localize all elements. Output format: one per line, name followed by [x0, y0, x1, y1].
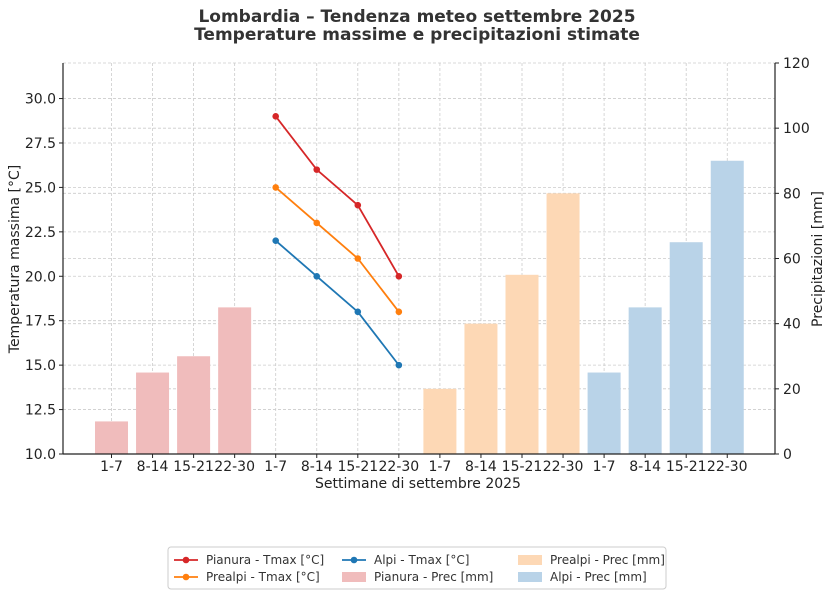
tick-label-x-5: 8-14 [301, 459, 333, 475]
tick-label-right-1: 20 [783, 382, 801, 398]
tick-label-x-15: 22-30 [707, 459, 748, 475]
tick-label-x-4: 1-7 [264, 459, 287, 475]
bar-0-2 [177, 356, 211, 454]
point-1-3 [395, 308, 403, 316]
point-0-0 [272, 113, 280, 120]
tick-label-left-6: 25.0 [25, 180, 56, 196]
tick-label-x-8: 1-7 [428, 459, 451, 475]
grid-layer [63, 62, 775, 455]
legend-label-2: Alpi - Tmax [°C] [374, 553, 469, 567]
bar-2-3 [710, 160, 744, 454]
tick-label-left-7: 27.5 [25, 136, 56, 152]
bar-1-2 [505, 274, 539, 454]
tick-label-left-3: 17.5 [25, 314, 56, 330]
legend-swatch-4 [518, 555, 542, 565]
tick-label-x-14: 15-21 [666, 459, 707, 475]
tick-label-x-7: 22-30 [379, 459, 420, 475]
tick-label-x-11: 22-30 [543, 459, 584, 475]
point-2-0 [272, 237, 280, 245]
tick-label-x-9: 8-14 [465, 459, 497, 475]
point-1-2 [354, 255, 362, 262]
bar-1-1 [464, 323, 498, 454]
point-2-2 [354, 308, 362, 316]
chart-subtitle: Temperature massime e precipitazioni sti… [194, 25, 640, 45]
series-line-2 [275, 240, 400, 366]
bar-1-0 [423, 388, 457, 454]
bars-layer [95, 160, 744, 455]
tick-label-x-10: 15-21 [502, 459, 543, 475]
legend-marker-1 [182, 573, 190, 581]
legend: Pianura - Tmax [°C] Prealpi - Tmax [°C] Al… [167, 546, 667, 590]
ticks-layer: 10.0 12.5 15.0 17.5 20.0 22.5 25.0 27.5 30.0 0 20 4… [25, 56, 810, 475]
legend-marker-0 [182, 556, 190, 564]
tick-label-right-4: 80 [783, 186, 801, 202]
bar-0-0 [95, 421, 128, 454]
point-1-1 [313, 219, 321, 227]
legend-label-1: Prealpi - Tmax [°C] [206, 570, 320, 584]
legend-label-0: Pianura - Tmax [°C] [206, 553, 324, 567]
y-axis-right-label: Precipitazioni [mm] [810, 191, 826, 327]
point-2-3 [395, 361, 403, 369]
tick-label-right-2: 40 [783, 317, 801, 333]
tick-label-right-0: 0 [783, 447, 792, 463]
point-0-1 [313, 166, 321, 173]
tick-label-x-0: 1-7 [100, 459, 123, 475]
bar-2-2 [669, 242, 703, 454]
legend-label-4: Prealpi - Prec [mm] [550, 553, 665, 567]
x-axis-label: Settimane di settembre 2025 [315, 476, 521, 492]
tick-label-left-4: 20.0 [25, 269, 56, 285]
tick-label-right-3: 60 [783, 252, 801, 268]
tick-label-x-1: 8-14 [137, 459, 169, 475]
tick-label-right-5: 100 [783, 121, 810, 137]
tick-label-x-3: 22-30 [214, 459, 255, 475]
series-line-0 [274, 115, 400, 277]
bar-2-1 [628, 307, 662, 454]
legend-marker-2 [350, 556, 358, 564]
y-axis-left-label: Temperatura massima [°C] [7, 165, 23, 354]
legend-label-5: Alpi - Prec [mm] [550, 570, 647, 584]
series-line-1 [275, 186, 400, 313]
bar-0-3 [218, 307, 252, 454]
tick-label-left-1: 12.5 [25, 403, 56, 419]
tick-label-right-6: 120 [783, 56, 810, 72]
chart-title: Lombardia – Tendenza meteo settembre 202… [198, 7, 635, 27]
point-1-0 [272, 184, 280, 191]
tick-label-left-5: 22.5 [25, 225, 56, 241]
tick-label-left-8: 30.0 [25, 92, 56, 108]
point-2-1 [313, 272, 321, 280]
tick-label-x-13: 8-14 [629, 459, 661, 475]
legend-label-3: Pianura - Prec [mm] [374, 570, 493, 584]
tick-label-x-6: 15-21 [337, 459, 378, 475]
lines-layer [272, 113, 403, 369]
bar-2-0 [587, 372, 621, 454]
tick-label-x-2: 15-21 [173, 459, 214, 475]
point-0-3 [395, 272, 403, 280]
bar-1-3 [546, 193, 580, 455]
legend-swatch-3 [342, 572, 366, 582]
tick-label-left-2: 15.0 [25, 358, 56, 374]
bar-0-1 [136, 372, 170, 454]
legend-swatch-5 [518, 572, 542, 582]
tick-label-x-12: 1-7 [593, 459, 616, 475]
tick-label-left-0: 10.0 [25, 447, 56, 463]
point-0-2 [354, 201, 362, 209]
